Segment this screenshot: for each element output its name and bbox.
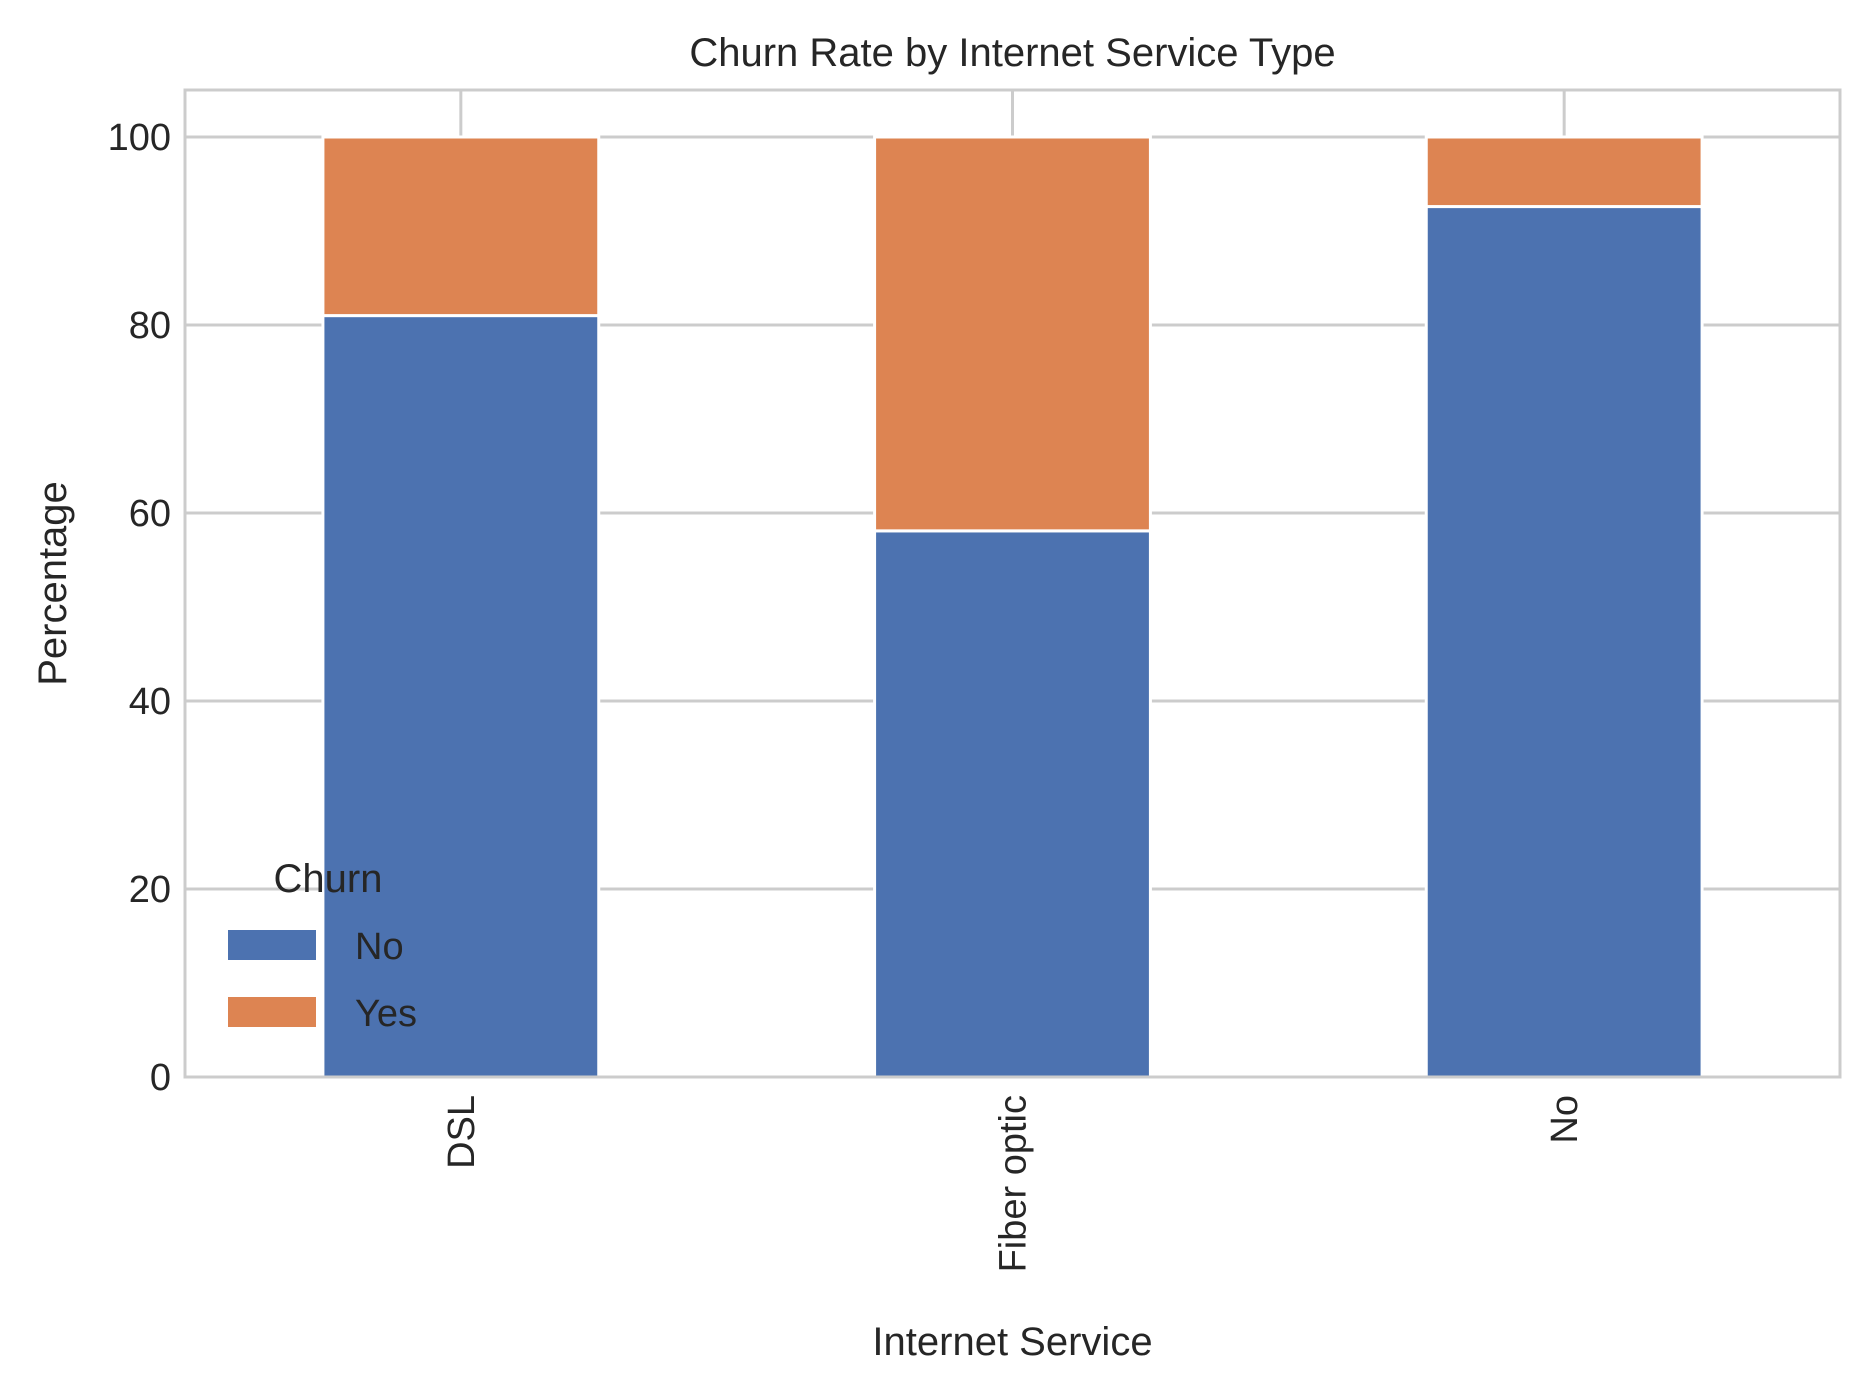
y-tick-label: 40 (129, 681, 171, 723)
x-tick-label: DSL (441, 1095, 483, 1169)
tick-labels: 0 20 40 60 80 100 DSL Fiber optic No (108, 117, 1587, 1272)
bar-fiber-optic-yes (873, 135, 1152, 533)
y-tick-label: 60 (129, 493, 171, 535)
x-tick-label: No (1544, 1095, 1586, 1144)
y-axis-label: Percentage (31, 481, 75, 686)
y-tick-label: 0 (150, 1057, 171, 1099)
legend: Churn No Yes (228, 857, 417, 1035)
legend-label-yes: Yes (355, 993, 417, 1035)
legend-label-no: No (355, 926, 404, 968)
legend-swatch-yes (228, 997, 316, 1027)
bars (321, 135, 1704, 1079)
x-tick-label: Fiber optic (993, 1095, 1035, 1272)
legend-items: No Yes (228, 926, 417, 1035)
bar-no-no (1424, 205, 1704, 1079)
chart-title: Churn Rate by Internet Service Type (689, 31, 1335, 75)
y-tick-label: 80 (129, 305, 171, 347)
bar-no-yes (1424, 135, 1704, 209)
plot-frame (183, 88, 1842, 1079)
bar-dsl-no (321, 314, 601, 1079)
y-tick-label: 20 (129, 869, 171, 911)
x-axis-label: Internet Service (872, 1320, 1152, 1364)
legend-swatch-no (228, 930, 316, 960)
y-tick-label: 100 (108, 117, 171, 159)
bar-fiber-optic-no (873, 529, 1152, 1079)
bar-dsl-yes (321, 135, 601, 318)
legend-title: Churn (274, 857, 383, 901)
